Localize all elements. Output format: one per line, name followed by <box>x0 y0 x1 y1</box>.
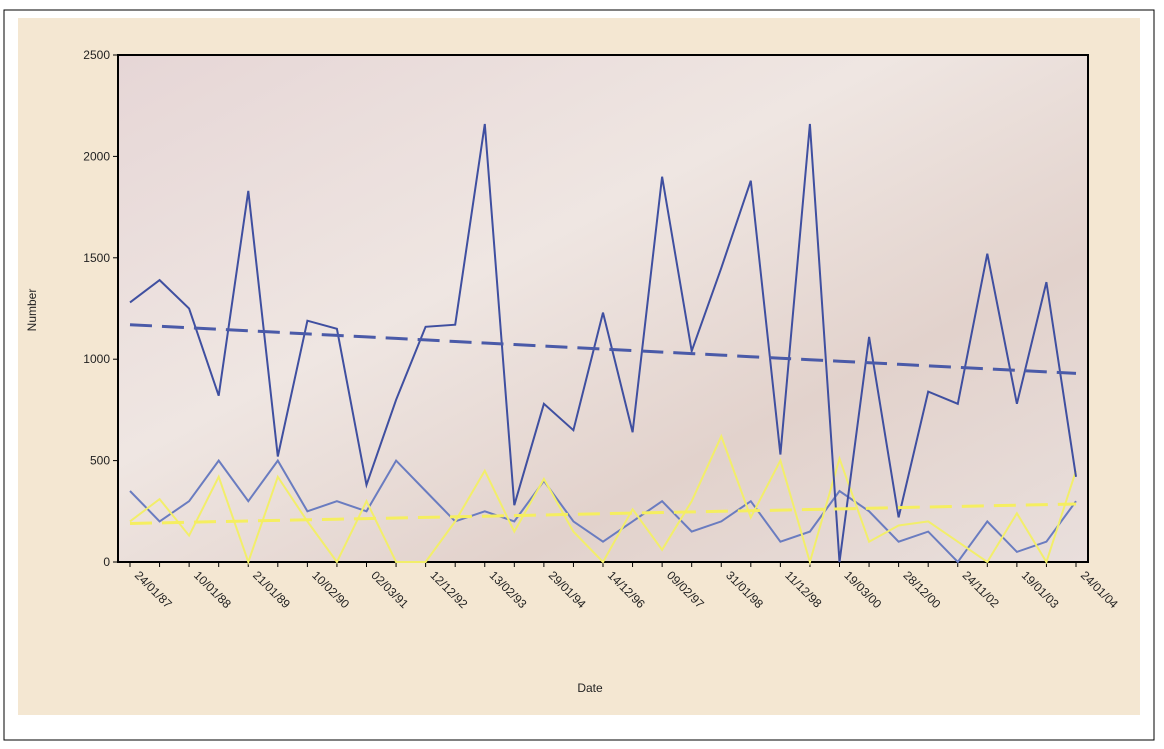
y-tick-label: 2000 <box>83 149 110 163</box>
page: {"chart_data": {"type": "line", "x_label… <box>0 0 1164 744</box>
y-axis-title: Number <box>25 289 39 332</box>
x-axis-title: Date <box>577 681 603 695</box>
plot-area <box>118 55 1088 562</box>
y-tick-label: 0 <box>103 555 110 569</box>
y-tick-label: 1000 <box>83 352 110 366</box>
y-tick-label: 500 <box>90 454 110 468</box>
y-tick-label: 1500 <box>83 251 110 265</box>
chart: Date Number 0500100015002000250024/01/87… <box>0 0 1164 744</box>
y-tick-label: 2500 <box>83 48 110 62</box>
